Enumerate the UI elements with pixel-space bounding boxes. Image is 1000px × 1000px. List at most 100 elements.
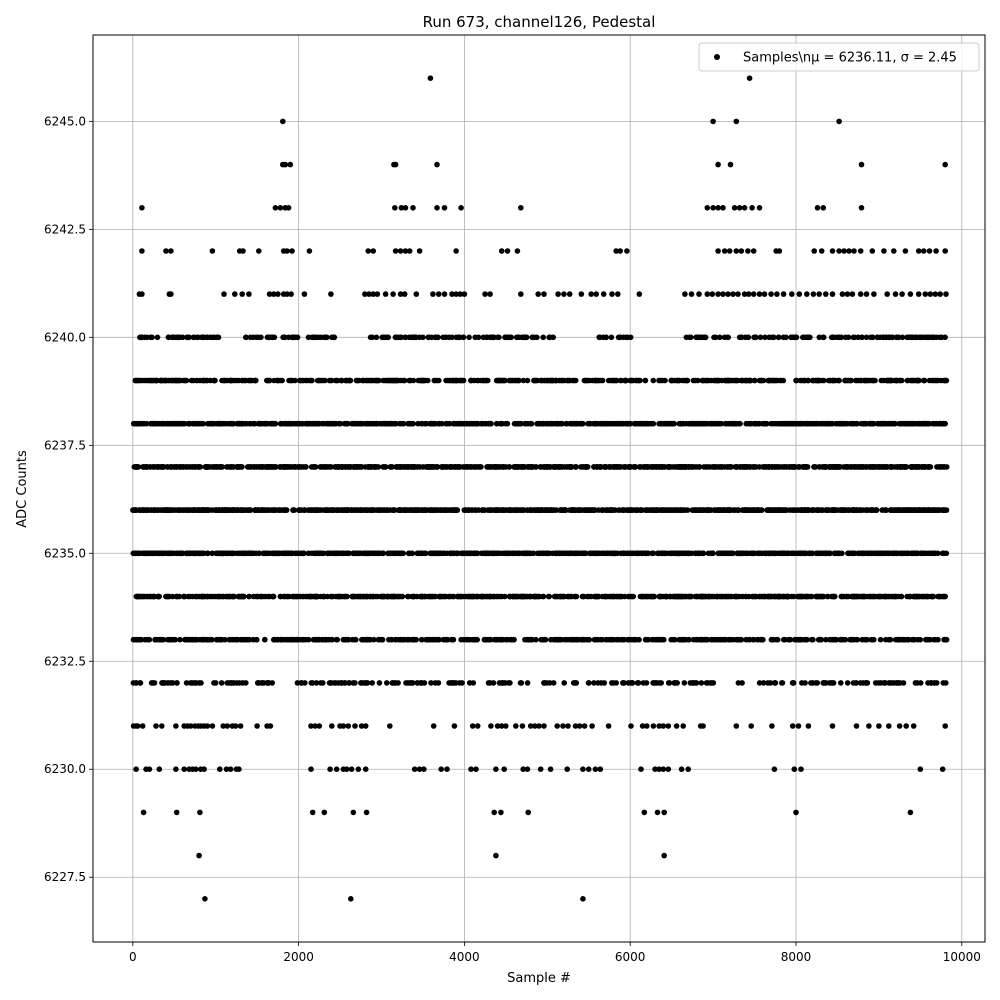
data-point bbox=[237, 636, 244, 643]
data-point bbox=[270, 593, 277, 600]
data-point bbox=[686, 636, 692, 643]
data-point bbox=[370, 593, 376, 600]
data-point bbox=[526, 593, 532, 600]
data-point bbox=[686, 593, 692, 600]
data-point bbox=[152, 636, 158, 643]
data-point bbox=[820, 593, 827, 600]
data-point bbox=[591, 464, 597, 470]
data-point bbox=[624, 636, 631, 643]
data-point bbox=[504, 550, 511, 557]
data-point bbox=[853, 420, 860, 427]
data-point bbox=[849, 636, 855, 643]
data-point bbox=[679, 593, 685, 600]
data-point bbox=[271, 550, 277, 557]
data-point bbox=[580, 550, 587, 557]
data-point bbox=[428, 420, 435, 427]
data-point bbox=[862, 636, 869, 643]
data-point bbox=[182, 636, 188, 643]
data-point bbox=[156, 420, 163, 427]
data-point bbox=[281, 464, 288, 470]
data-point bbox=[895, 507, 902, 513]
data-point bbox=[312, 507, 319, 513]
data-point bbox=[434, 507, 440, 513]
data-point bbox=[928, 593, 935, 600]
data-point bbox=[275, 550, 281, 557]
data-point bbox=[397, 593, 404, 600]
data-point bbox=[716, 420, 723, 427]
data-point bbox=[561, 507, 568, 513]
data-point bbox=[870, 464, 876, 470]
data-point bbox=[773, 464, 780, 470]
data-point bbox=[365, 464, 372, 470]
data-point bbox=[698, 507, 705, 513]
data-point bbox=[572, 550, 578, 557]
data-point bbox=[873, 593, 880, 600]
data-point bbox=[592, 550, 599, 557]
data-point bbox=[750, 507, 756, 513]
data-point bbox=[157, 636, 163, 643]
data-point bbox=[230, 507, 237, 513]
data-point bbox=[312, 593, 318, 600]
data-point bbox=[728, 464, 734, 470]
data-point bbox=[644, 464, 651, 470]
data-point bbox=[780, 550, 787, 557]
data-point bbox=[883, 507, 889, 513]
data-point bbox=[838, 636, 844, 643]
data-point bbox=[835, 507, 842, 513]
data-point bbox=[468, 420, 475, 427]
data-point bbox=[281, 636, 287, 643]
data-point bbox=[149, 420, 156, 427]
data-point bbox=[364, 636, 371, 643]
data-point bbox=[541, 464, 548, 470]
data-point bbox=[370, 550, 377, 557]
data-point bbox=[935, 636, 941, 643]
data-point bbox=[918, 550, 924, 557]
data-point bbox=[863, 464, 869, 470]
data-point bbox=[909, 636, 916, 643]
data-point bbox=[484, 636, 491, 643]
data-point bbox=[766, 507, 772, 513]
data-point bbox=[155, 550, 162, 557]
data-point bbox=[890, 550, 896, 557]
data-point bbox=[174, 593, 181, 600]
data-point bbox=[553, 464, 560, 470]
data-point bbox=[636, 377, 642, 384]
data-point bbox=[559, 593, 566, 600]
data-point bbox=[217, 593, 223, 600]
data-point bbox=[458, 593, 465, 600]
data-point bbox=[898, 464, 904, 470]
data-point bbox=[733, 593, 740, 600]
data-point bbox=[222, 507, 228, 513]
data-point bbox=[336, 420, 343, 427]
data-point bbox=[391, 593, 397, 600]
data-point bbox=[904, 550, 911, 557]
data-point bbox=[685, 550, 692, 557]
data-point bbox=[710, 550, 716, 557]
data-point bbox=[760, 636, 766, 643]
data-point bbox=[730, 550, 736, 557]
data-point bbox=[522, 550, 529, 557]
data-point bbox=[809, 507, 816, 513]
data-point bbox=[514, 507, 520, 513]
data-point bbox=[527, 507, 533, 513]
data-point bbox=[439, 420, 445, 427]
data-point bbox=[801, 636, 808, 643]
data-point bbox=[892, 420, 898, 427]
data-point bbox=[479, 507, 486, 513]
data-point bbox=[289, 593, 296, 600]
data-point bbox=[939, 550, 946, 557]
data-point bbox=[565, 550, 572, 557]
data-point bbox=[429, 593, 435, 600]
data-point bbox=[289, 550, 296, 557]
data-point bbox=[743, 636, 750, 643]
data-point bbox=[464, 507, 470, 513]
data-point bbox=[621, 593, 628, 600]
data-point bbox=[507, 507, 513, 513]
data-point bbox=[277, 593, 284, 600]
data-point bbox=[584, 593, 591, 600]
data-point bbox=[245, 507, 251, 513]
data-point bbox=[685, 464, 691, 470]
data-point bbox=[723, 507, 729, 513]
data-point bbox=[500, 636, 507, 643]
data-points bbox=[130, 75, 950, 902]
